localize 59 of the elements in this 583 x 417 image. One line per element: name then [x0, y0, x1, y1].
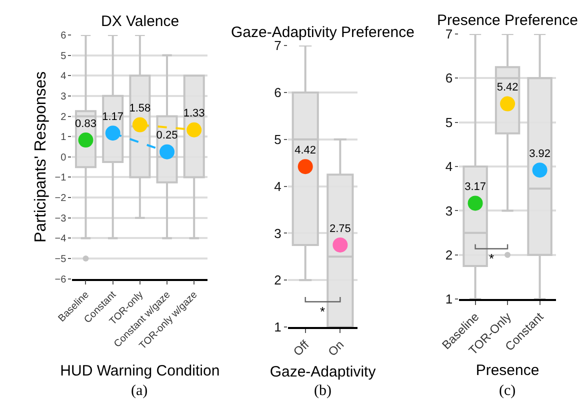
- y-tick-label: 6: [274, 85, 282, 100]
- data-label: 5.42: [496, 82, 518, 94]
- y-tick-label: 7: [274, 38, 282, 54]
- chart-title: DX Valence: [101, 13, 180, 30]
- data-label: 2.75: [329, 222, 351, 235]
- x-axis-title: Gaze-Adaptivity: [270, 363, 376, 380]
- y-tick-label: 1: [445, 292, 453, 307]
- y-tick-label: −5: [54, 254, 67, 266]
- y-tick-label: 6: [445, 70, 453, 86]
- data-label: 4.42: [294, 144, 316, 156]
- y-tick-label: −6: [54, 274, 67, 286]
- text: (b): [314, 383, 332, 399]
- y-tick-label: −3: [54, 213, 67, 224]
- y-tick-label: 3: [445, 203, 453, 218]
- data-label: 1.17: [102, 111, 124, 123]
- y-tick-label: 5: [445, 114, 453, 130]
- point: [132, 117, 148, 132]
- y-tick-label: 4: [60, 71, 67, 82]
- point: [468, 196, 483, 211]
- x-tick-label: Off: [290, 337, 312, 359]
- data-label: 3.17: [464, 181, 486, 194]
- data-label: 0.83: [75, 118, 96, 130]
- chart-title: Gaze-Adaptivity Preference: [231, 24, 414, 41]
- point: [105, 126, 120, 141]
- y-tick-label: 6: [60, 30, 67, 42]
- point: [186, 122, 202, 138]
- y-tick-label: 3: [274, 226, 282, 241]
- text: (c): [499, 383, 516, 399]
- y-tick-label: −4: [54, 234, 67, 245]
- y-tick-label: 4: [274, 178, 282, 194]
- y-tick-label: 1: [60, 132, 67, 144]
- y-tick-label: −1: [54, 172, 67, 184]
- annotation: *: [489, 251, 494, 266]
- x-axis-title: HUD Warning Condition: [60, 362, 220, 380]
- point: [532, 162, 548, 178]
- chart-title: Presence Preference: [437, 12, 578, 29]
- point: [500, 96, 516, 112]
- y-tick-label: 1: [274, 320, 282, 335]
- text: (a): [131, 383, 148, 399]
- annotation: *: [320, 304, 326, 319]
- y-tick-label: 4: [445, 159, 453, 174]
- y-tick-label: 2: [60, 112, 67, 123]
- y-axis-title: Participants' Responses: [32, 71, 50, 242]
- data-label: 3.92: [529, 148, 551, 160]
- point: [160, 144, 175, 160]
- y-tick-label: 0: [60, 152, 67, 164]
- y-tick-label: 2: [445, 247, 453, 262]
- data-label: 1.58: [129, 102, 151, 115]
- x-axis-title: Presence: [476, 362, 540, 380]
- point: [78, 132, 94, 148]
- data-label: 0.25: [156, 130, 178, 142]
- y-tick-label: 7: [445, 26, 453, 42]
- y-tick-label: 3: [60, 91, 67, 102]
- data-label: 1.33: [183, 108, 205, 120]
- y-tick-label: −2: [54, 193, 67, 204]
- y-tick-label: 5: [60, 50, 67, 62]
- y-tick-label: 5: [274, 132, 282, 147]
- x-tick-label: On: [325, 338, 347, 359]
- y-tick-label: 2: [274, 272, 282, 288]
